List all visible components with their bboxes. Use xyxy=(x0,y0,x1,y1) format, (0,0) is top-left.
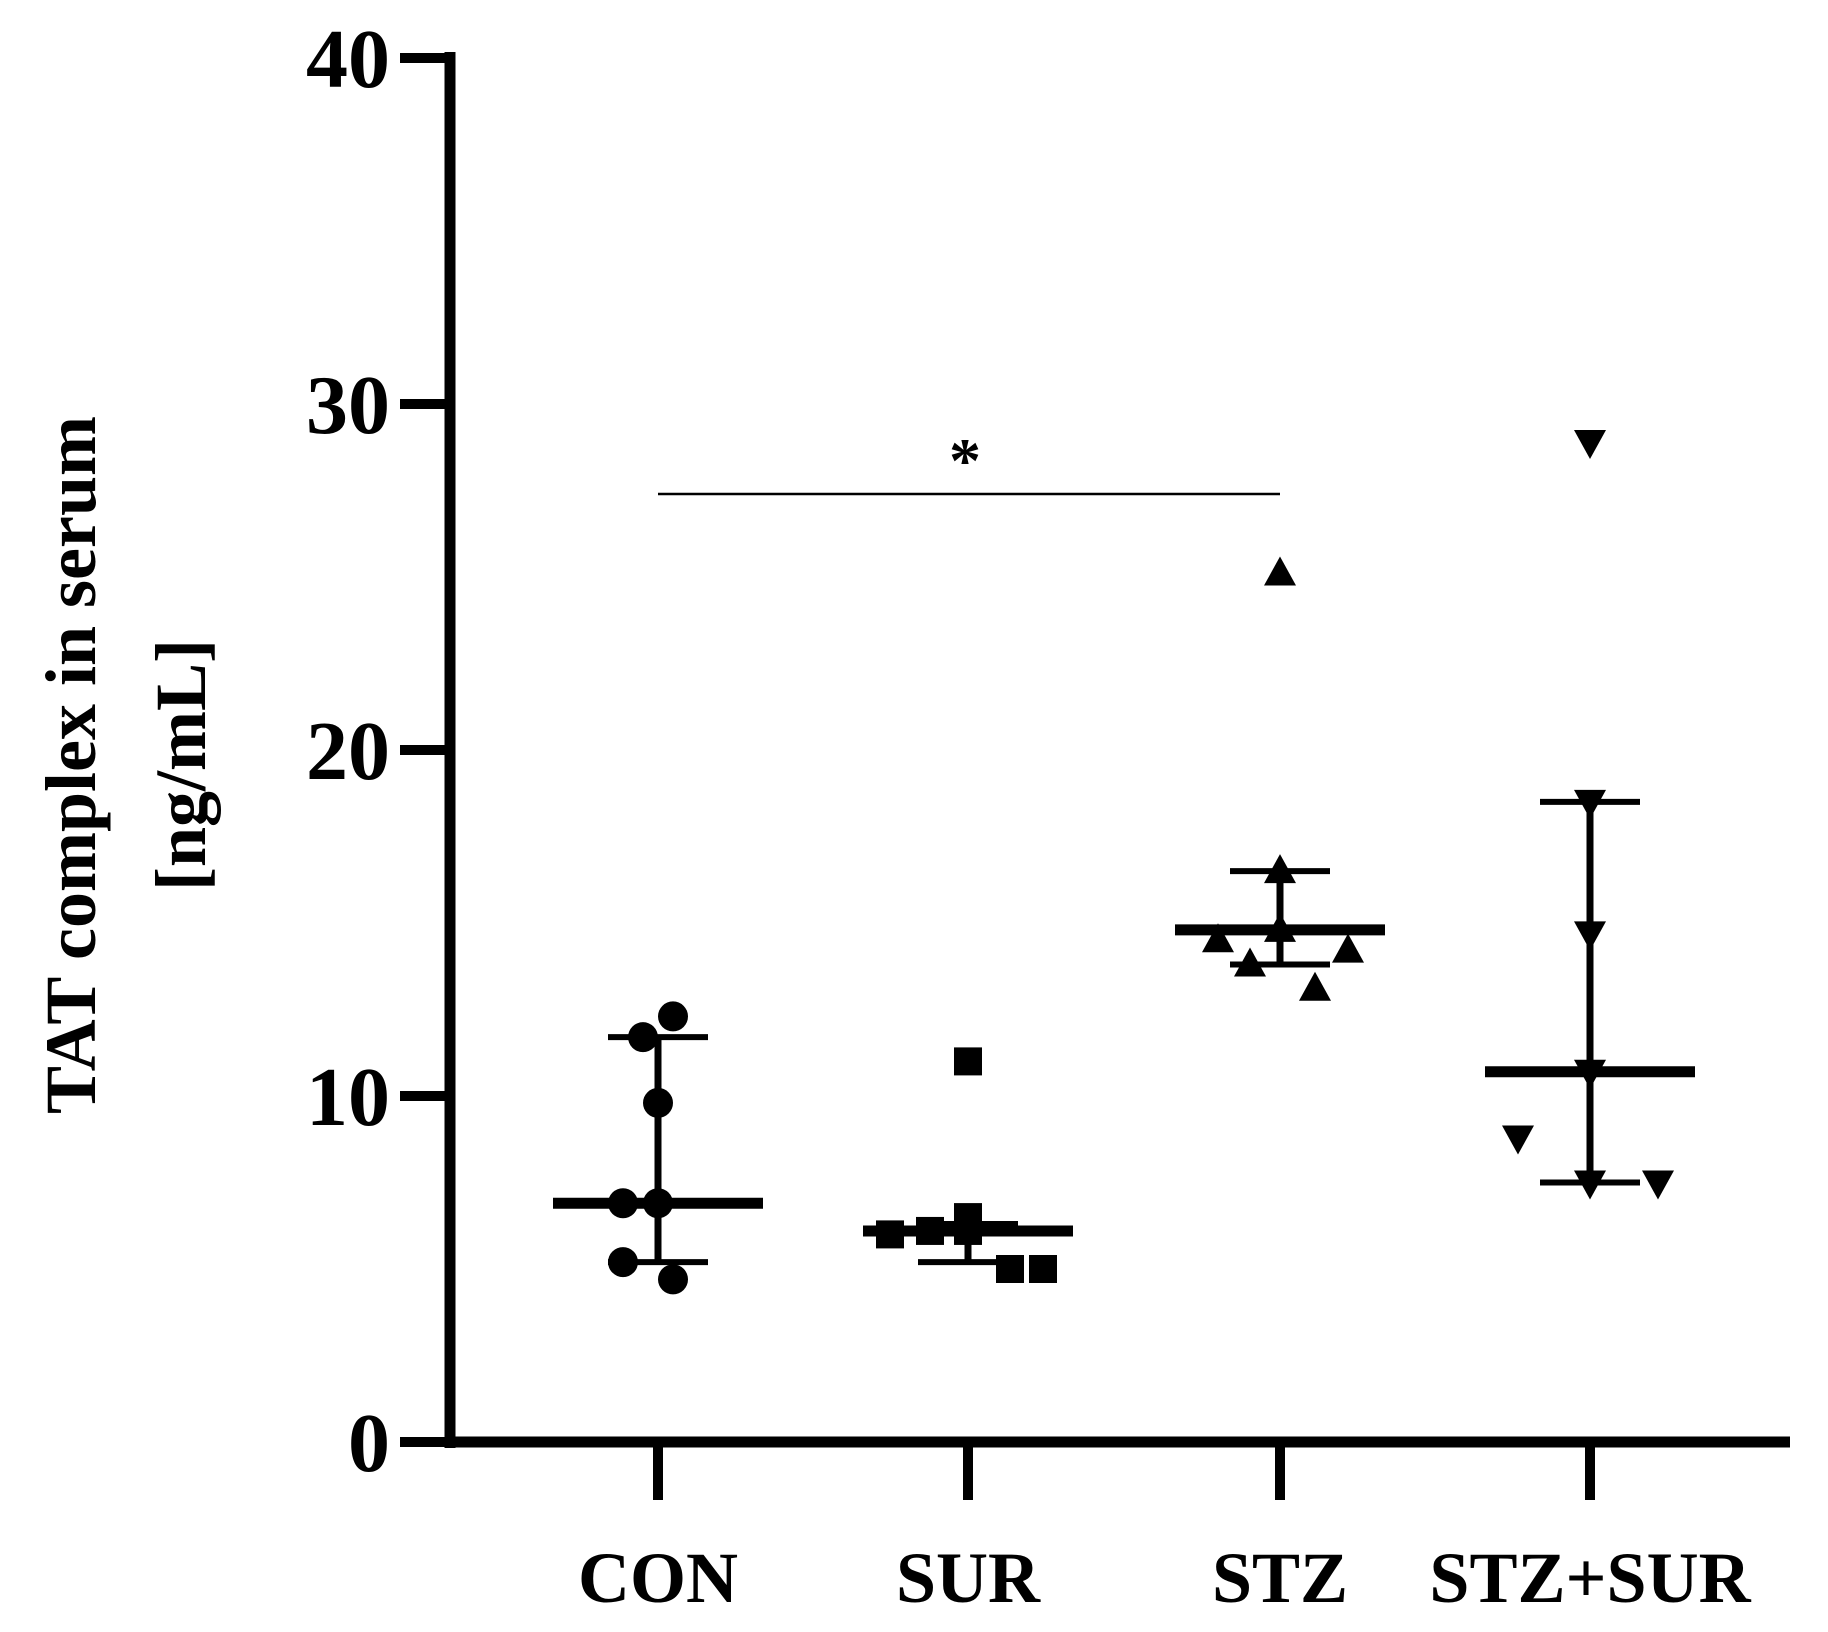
y-axis-title-line2: [ng/mL] xyxy=(141,639,221,891)
y-tick-label-10: 10 xyxy=(306,1051,390,1144)
y-axis xyxy=(400,52,456,1448)
significance-star: * xyxy=(949,425,981,496)
x-tick-label-sur: SUR xyxy=(896,1538,1041,1618)
data-point xyxy=(608,1247,638,1278)
data-point xyxy=(1029,1255,1057,1283)
data-point xyxy=(1574,430,1606,460)
y-tick-label-40: 40 xyxy=(306,13,390,106)
data-point xyxy=(1264,556,1296,586)
data-point xyxy=(1574,789,1606,819)
x-axis xyxy=(450,1436,1790,1500)
y-tick-label-30: 30 xyxy=(306,359,390,452)
data-point xyxy=(1332,933,1364,963)
data-series xyxy=(553,430,1695,1295)
data-point xyxy=(996,1255,1024,1283)
data-point xyxy=(1642,1170,1674,1200)
x-tick-label-con: CON xyxy=(578,1538,738,1618)
data-point xyxy=(1202,923,1234,953)
data-point xyxy=(1264,854,1296,884)
group-con xyxy=(553,1001,763,1295)
y-tick-labels: 0 10 20 30 40 xyxy=(306,13,390,1490)
y-axis-title-line1: TAT complex in serum xyxy=(31,416,111,1114)
y-tick-label-0: 0 xyxy=(348,1397,390,1490)
data-point xyxy=(643,1087,673,1118)
data-point xyxy=(658,1001,688,1032)
x-tick-label-stz: STZ xyxy=(1212,1538,1348,1618)
group-stz-sur xyxy=(1485,430,1695,1200)
group-stz xyxy=(1175,556,1385,1001)
data-point xyxy=(1234,947,1266,977)
data-point xyxy=(1299,971,1331,1001)
data-point xyxy=(1502,1125,1534,1155)
data-point xyxy=(1574,1170,1606,1200)
y-tick-label-20: 20 xyxy=(306,705,390,798)
data-point xyxy=(658,1264,688,1295)
data-point xyxy=(954,1047,982,1076)
data-point xyxy=(628,1022,658,1053)
data-point xyxy=(1574,921,1606,951)
group-sur xyxy=(863,1047,1073,1283)
significance-annotation: * xyxy=(658,425,1280,496)
x-tick-label-stz-sur: STZ+SUR xyxy=(1429,1538,1751,1618)
x-tick-labels: CON SUR STZ STZ+SUR xyxy=(578,1538,1752,1618)
